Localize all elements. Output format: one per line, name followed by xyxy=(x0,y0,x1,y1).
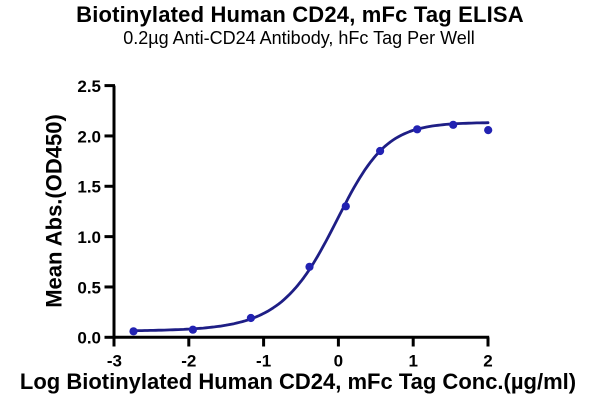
svg-text:0.0: 0.0 xyxy=(77,329,101,348)
svg-text:0.5: 0.5 xyxy=(77,278,101,297)
svg-text:-1: -1 xyxy=(256,352,271,371)
svg-text:1.5: 1.5 xyxy=(77,178,101,197)
svg-text:1: 1 xyxy=(408,352,417,371)
svg-text:Mean Abs.(OD450): Mean Abs.(OD450) xyxy=(42,114,67,308)
svg-text:2.0: 2.0 xyxy=(77,127,101,146)
svg-text:0: 0 xyxy=(334,352,343,371)
svg-text:2.5: 2.5 xyxy=(77,77,101,96)
svg-text:Log Biotinylated Human CD24, m: Log Biotinylated Human CD24, mFc Tag Con… xyxy=(20,369,576,394)
svg-text:-3: -3 xyxy=(107,352,122,371)
svg-text:-2: -2 xyxy=(181,352,196,371)
svg-text:0.2µg Anti-CD24 Antibody, hFc: 0.2µg Anti-CD24 Antibody, hFc Tag Per We… xyxy=(123,28,475,48)
svg-text:1.0: 1.0 xyxy=(77,228,101,247)
svg-text:2: 2 xyxy=(483,352,492,371)
svg-text:Biotinylated Human CD24, mFc T: Biotinylated Human CD24, mFc Tag ELISA xyxy=(76,2,524,27)
